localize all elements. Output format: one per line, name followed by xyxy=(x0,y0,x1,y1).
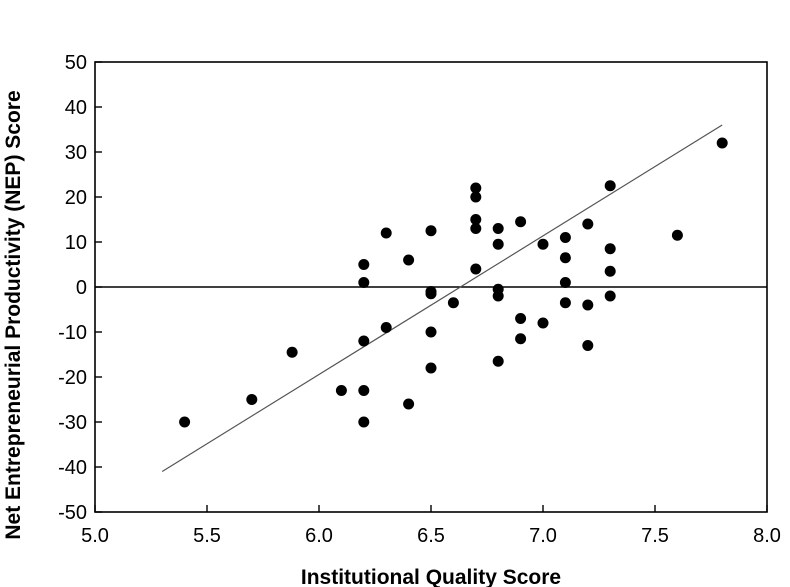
data-point xyxy=(358,277,370,288)
trend-line xyxy=(161,124,723,473)
data-point xyxy=(358,259,370,270)
data-point xyxy=(604,180,616,192)
data-point xyxy=(335,385,347,396)
data-point xyxy=(470,191,482,203)
data-point xyxy=(559,252,571,264)
data-point xyxy=(286,346,298,358)
y-tick-label: -50 xyxy=(58,502,87,524)
data-point xyxy=(537,238,549,250)
data-point xyxy=(604,265,616,277)
data-point xyxy=(671,229,683,241)
y-tick-label: 20 xyxy=(65,187,87,209)
data-point xyxy=(470,214,482,225)
y-tick-label: -30 xyxy=(58,412,87,434)
data-point xyxy=(582,340,594,351)
y-tick-label: 50 xyxy=(65,52,87,74)
data-point xyxy=(470,182,482,194)
x-tick-label: 5.5 xyxy=(193,525,221,547)
x-tick-label: 6.5 xyxy=(417,525,445,547)
data-points xyxy=(179,137,728,428)
data-point xyxy=(403,254,415,266)
y-tick-label: 0 xyxy=(76,277,87,299)
x-axis-ticks: 5.0 5.5 6.0 6.5 7.0 7.5 8.0 xyxy=(81,505,781,547)
y-tick-label: -10 xyxy=(58,322,87,344)
data-point xyxy=(246,394,258,405)
data-point xyxy=(425,362,437,374)
x-tick-label: 8.0 xyxy=(753,525,781,547)
data-point xyxy=(492,355,504,367)
data-point xyxy=(358,335,370,347)
data-point xyxy=(425,326,437,338)
data-point xyxy=(492,223,504,234)
y-axis-title: Net Entrepreneurial Productivity (NEP) S… xyxy=(2,90,25,539)
data-point xyxy=(470,223,482,234)
plot-area xyxy=(94,61,768,513)
data-point xyxy=(559,232,571,243)
data-point xyxy=(358,416,370,428)
data-point xyxy=(470,263,482,275)
x-tick-label: 6.0 xyxy=(305,525,333,547)
data-point xyxy=(447,297,459,309)
x-tick-label: 7.0 xyxy=(529,525,557,547)
y-tick-label: 10 xyxy=(65,232,87,254)
data-point xyxy=(515,333,527,345)
data-point xyxy=(716,137,728,149)
y-tick-label: 30 xyxy=(65,142,87,164)
data-point xyxy=(403,398,415,410)
y-tick-label: -20 xyxy=(58,367,87,389)
data-point xyxy=(559,277,571,288)
data-point xyxy=(604,290,616,302)
data-point xyxy=(582,299,594,311)
data-point xyxy=(582,218,594,230)
y-tick-label: -40 xyxy=(58,457,87,479)
data-point xyxy=(179,416,191,428)
x-axis-title: Institutional Quality Score xyxy=(301,566,561,587)
data-point xyxy=(537,317,549,329)
data-point xyxy=(559,297,571,309)
data-point xyxy=(380,227,392,239)
data-point xyxy=(604,243,616,255)
data-point xyxy=(425,288,437,300)
data-point xyxy=(358,385,370,396)
data-point xyxy=(492,290,504,302)
y-axis-ticks: 50 40 30 20 10 0 -10 -20 -30 -40 -50 xyxy=(58,52,102,524)
data-point xyxy=(425,225,437,237)
y-tick-label: 40 xyxy=(65,97,87,119)
data-point xyxy=(515,216,527,228)
x-tick-label: 7.5 xyxy=(641,525,669,547)
x-tick-label: 5.0 xyxy=(81,525,109,547)
data-point xyxy=(380,322,392,333)
data-point xyxy=(492,238,504,250)
data-point xyxy=(515,313,527,324)
